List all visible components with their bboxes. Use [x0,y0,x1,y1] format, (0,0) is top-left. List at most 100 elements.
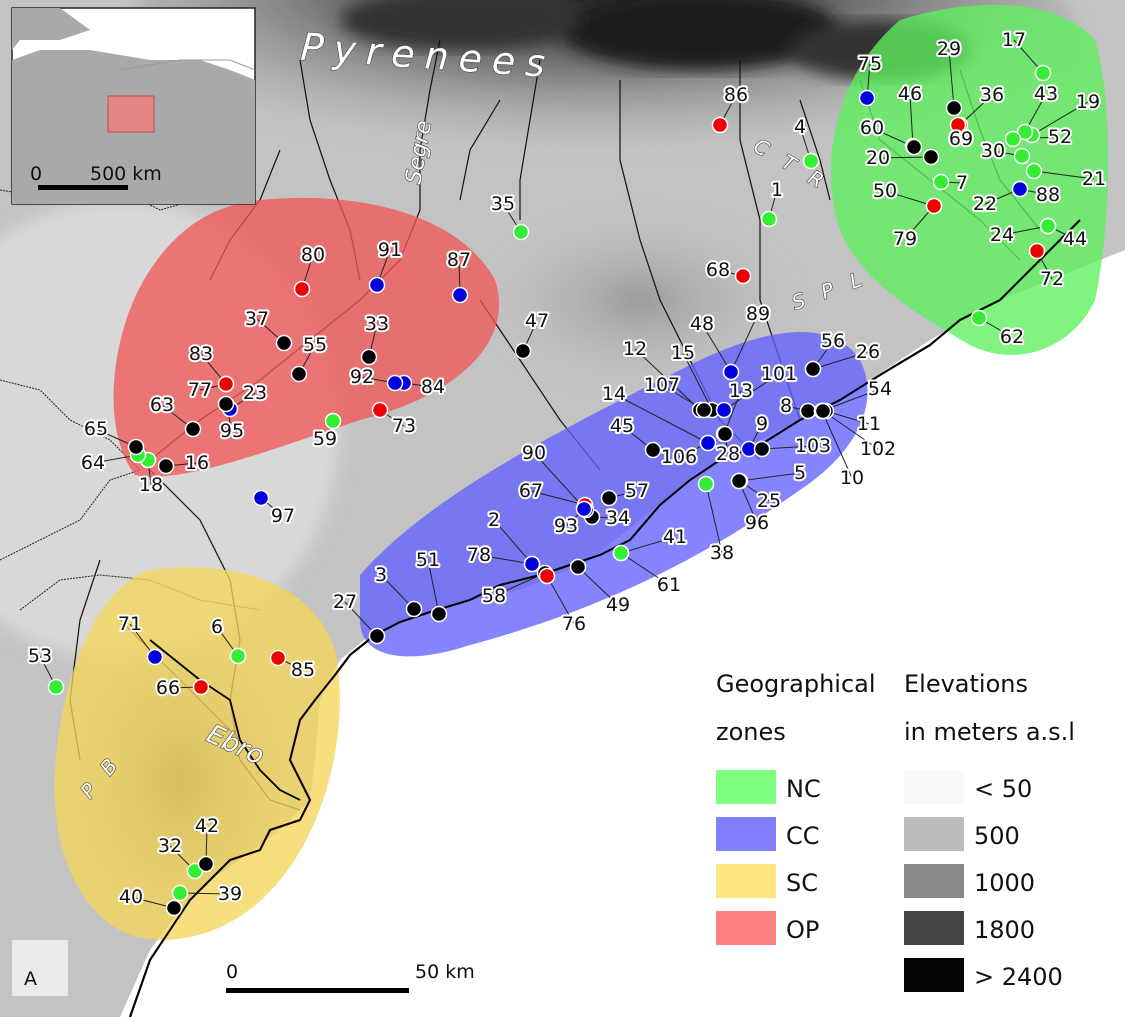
site-point-97 [252,489,270,507]
site-labels: 1122334455667788991010111112121313141415… [26,27,1108,910]
site-label-halo-85: 85 [291,659,315,681]
site-point-28 [716,425,734,443]
legend-zones-title-2: zones [716,718,786,746]
scalebar-end: 50 km [415,961,475,983]
site-label-90: 90 [522,442,546,464]
site-label-halo-76: 76 [562,613,586,635]
site-point-45 [644,441,662,459]
site-label-51: 51 [416,549,440,571]
site-label-5: 5 [794,462,806,484]
site-label-halo-18: 18 [139,474,163,496]
site-point-61 [612,544,630,562]
site-label-37: 37 [245,308,269,330]
site-label-20: 20 [866,147,890,169]
site-label-halo-101: 101 [761,363,797,385]
site-point-62 [970,309,988,327]
legend-elev-swatch-4 [904,958,964,992]
site-label-53: 53 [28,645,52,667]
site-label-halo-65: 65 [84,418,108,440]
site-label-38: 38 [710,542,734,564]
site-label-halo-14: 14 [602,383,626,405]
site-point-66 [192,678,210,696]
legend-elev-label-3: 1800 [974,916,1035,944]
site-label-halo-32: 32 [158,835,182,857]
site-label-42: 42 [195,815,219,837]
inset-scale-start: 0 [30,163,42,185]
site-label-86: 86 [724,84,748,106]
legend-zones-title-1: Geographical [716,670,876,698]
site-point-4 [802,152,820,170]
site-label-halo-47: 47 [525,310,549,332]
site-leader-14 [613,393,709,444]
site-point-59 [324,412,342,430]
site-point-103 [753,440,771,458]
site-label-68: 68 [706,259,730,281]
site-label-halo-62: 62 [1000,326,1024,348]
legend-zone-label-nc: NC [786,775,821,803]
site-point-60 [905,138,923,156]
site-label-14: 14 [602,383,626,405]
site-label-24: 24 [990,224,1014,246]
site-label-75: 75 [858,53,882,75]
site-point-68 [734,267,752,285]
site-point-101 [715,401,733,419]
site-leader-78 [478,554,533,565]
site-label-80: 80 [301,244,325,266]
site-label-halo-66: 66 [156,677,180,699]
site-point-71 [146,648,164,666]
site-leader-103 [761,445,814,450]
site-label-halo-79: 79 [893,228,917,250]
site-leader-26 [812,351,869,370]
site-label-26: 26 [856,341,880,363]
site-point-17 [1034,64,1052,82]
site-leader-67 [530,490,586,506]
site-label-halo-6: 6 [211,616,223,638]
site-label-halo-93: 93 [554,515,578,537]
segre-label: Segre [401,119,437,186]
site-label-halo-46: 46 [898,83,922,105]
site-label-halo-87: 87 [447,249,471,271]
site-label-halo-39: 39 [218,883,242,905]
site-label-halo-1: 1 [771,179,783,201]
site-label-halo-5: 5 [794,462,806,484]
site-label-halo-68: 68 [706,259,730,281]
legend-elev-title-1: Elevations [904,670,1028,698]
legend-elev-title-2: in meters a.s.l [904,718,1075,746]
site-label-halo-41: 41 [663,526,687,548]
site-label-60: 60 [860,117,884,139]
site-label-halo-42: 42 [195,815,219,837]
site-label-89: 89 [746,303,770,325]
site-label-halo-44: 44 [1063,228,1087,250]
site-point-85 [269,649,287,667]
site-label-27: 27 [333,591,357,613]
site-leader-5 [738,472,801,482]
site-label-halo-106: 106 [661,446,697,468]
site-label-78: 78 [467,544,491,566]
site-leader-46 [909,93,914,147]
site-point-57 [600,489,618,507]
site-label-halo-49: 49 [606,594,630,616]
site-label-halo-13: 13 [729,380,753,402]
site-label-halo-8: 8 [780,395,792,417]
site-label-83: 83 [189,343,213,365]
site-leader-15 [682,352,713,411]
site-label-halo-103: 103 [795,435,831,457]
site-label-halo-86: 86 [724,84,748,106]
inset-scale-end: 500 km [90,163,162,185]
site-label-halo-84: 84 [421,376,445,398]
site-label-halo-30: 30 [981,140,1005,162]
coastline [129,219,1081,1017]
site-point-20 [922,148,940,166]
site-label-halo-35: 35 [491,193,515,215]
site-label-76: 76 [562,613,586,635]
site-label-49: 49 [606,594,630,616]
site-label-halo-102: 102 [860,438,896,460]
site-point-89 [722,363,740,381]
site-label-58: 58 [482,585,506,607]
site-label-halo-58: 58 [482,585,506,607]
site-label-halo-95: 95 [220,420,244,442]
site-label-halo-48: 48 [690,313,714,335]
site-leader-48 [701,323,732,373]
site-label-halo-3: 3 [375,564,387,586]
site-label-84: 84 [421,376,445,398]
